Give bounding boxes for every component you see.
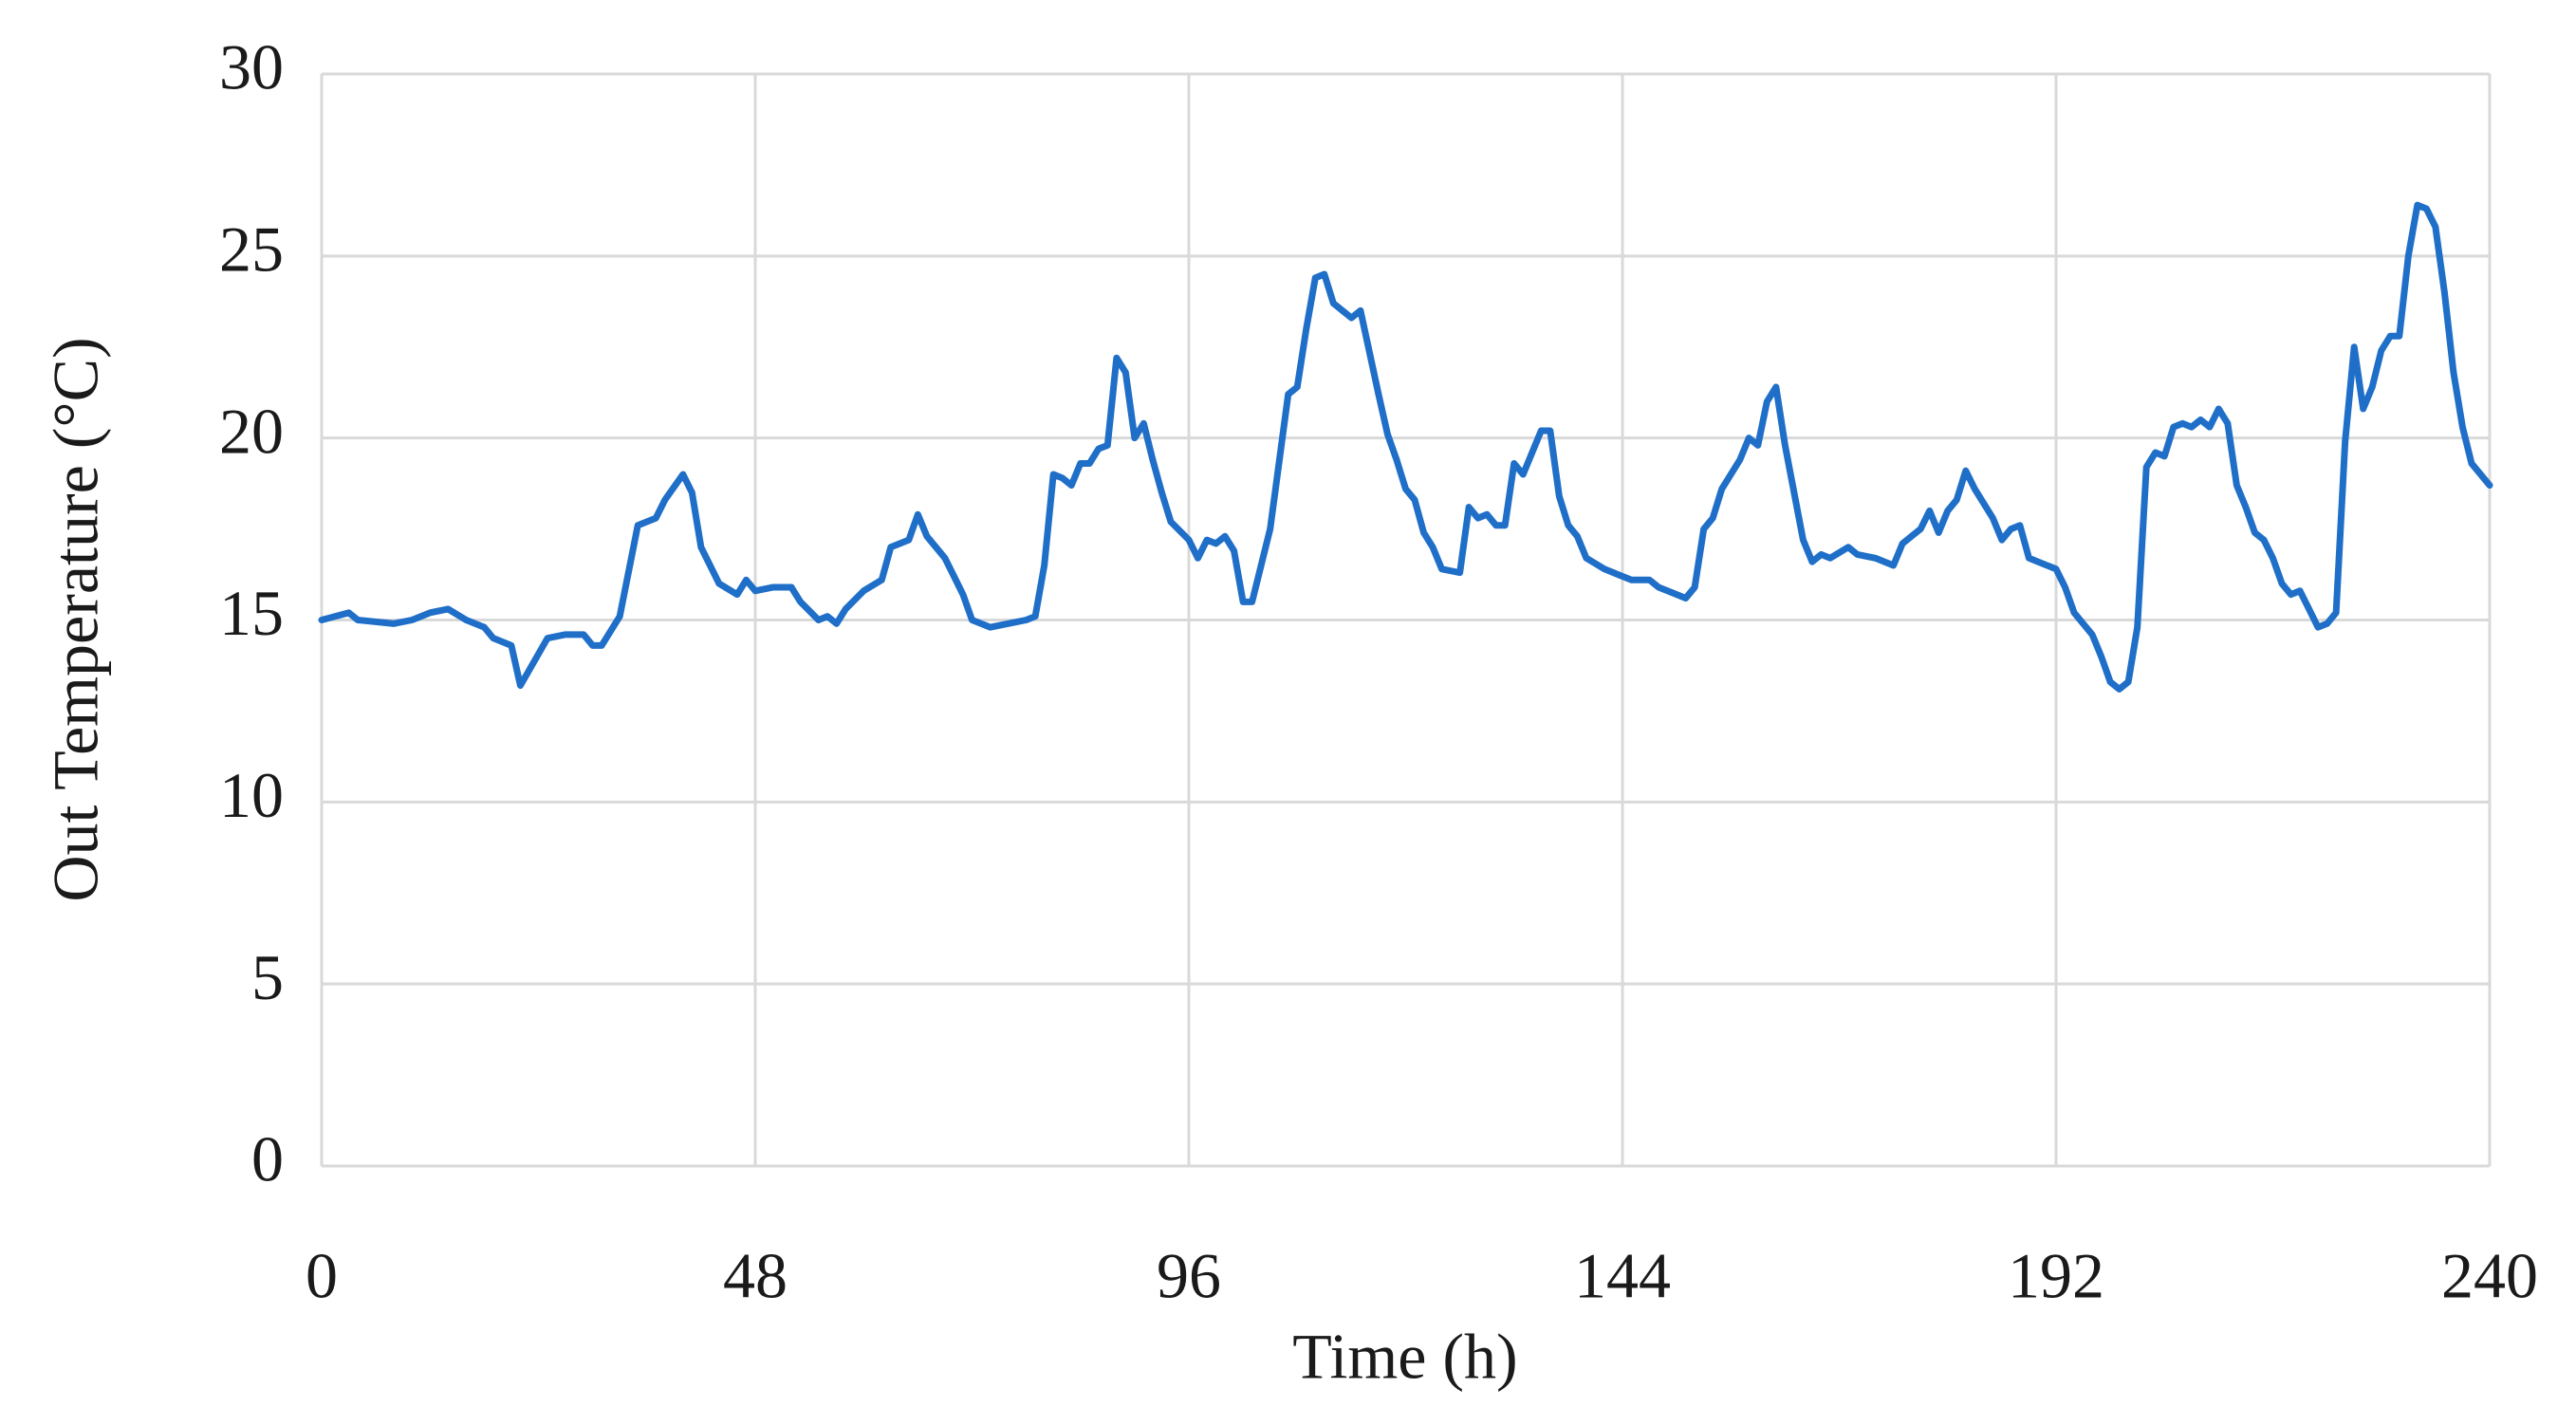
y-tick-label: 5 (251, 941, 284, 1013)
y-axis-title: Out Temperature (°C) (40, 337, 112, 901)
y-tick-label: 30 (219, 31, 284, 103)
x-tick-label: 0 (306, 1240, 338, 1312)
x-tick-label: 96 (1157, 1240, 1221, 1312)
x-tick-label: 240 (2441, 1240, 2538, 1312)
data-line (318, 201, 2493, 693)
y-tick-label: 0 (251, 1123, 284, 1195)
x-tick-label: 144 (1574, 1240, 1671, 1312)
y-tick-label: 15 (219, 577, 284, 649)
x-axis-title: Time (h) (1292, 1321, 1517, 1393)
x-tick-label: 192 (2008, 1240, 2104, 1312)
y-tick-label: 25 (219, 213, 284, 285)
x-tick-label: 48 (723, 1240, 788, 1312)
y-tick-label: 20 (219, 395, 284, 467)
y-tick-label: 10 (219, 759, 284, 831)
